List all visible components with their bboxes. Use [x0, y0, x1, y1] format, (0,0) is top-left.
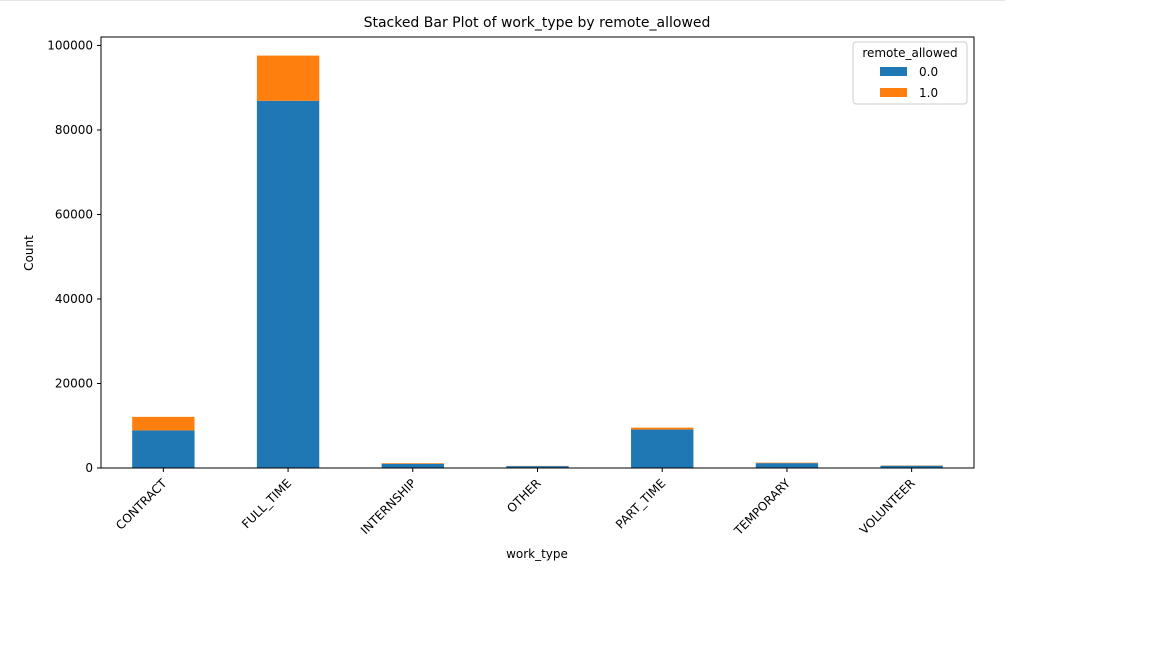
- bar-full-time-series-0: [256, 100, 320, 469]
- y-axis: 0 20000 40000 60000 80000 100000: [47, 38, 101, 475]
- y-tick-label: 80000: [55, 123, 93, 137]
- bar-contract-series-1: [132, 416, 195, 431]
- bar-part-time-series-1: [631, 427, 694, 430]
- x-axis: CONTRACT FULL_TIME INTERNSHIP OTHER PART_TIM…: [113, 468, 918, 538]
- bar-volunteer-series-0: [880, 465, 943, 468]
- y-tick-label: 0: [85, 461, 93, 475]
- y-tick-label: 40000: [55, 292, 93, 306]
- x-tick-label: INTERNSHIP: [358, 476, 419, 537]
- y-tick-label: 60000: [55, 207, 93, 221]
- x-tick-label: FULL_TIME: [239, 476, 294, 531]
- bar-internship-series-1: [381, 463, 444, 464]
- legend-entry-1: 1.0: [919, 86, 938, 100]
- y-tick-label: 20000: [55, 376, 93, 390]
- bar-full-time-series-1: [256, 55, 320, 101]
- x-tick-label: PART_TIME: [613, 476, 668, 531]
- legend: remote_allowed 0.0 1.0: [852, 41, 968, 105]
- y-tick-label: 100000: [47, 38, 93, 52]
- bars-layer: [132, 55, 943, 469]
- x-tick-label: TEMPORARY: [731, 476, 794, 539]
- x-axis-label: work_type: [506, 547, 568, 561]
- bar-part-time-series-0: [631, 429, 694, 468]
- bar-contract-series-0: [132, 430, 195, 468]
- x-tick-label: CONTRACT: [113, 476, 170, 533]
- bar-temporary-series-1: [755, 462, 819, 464]
- y-axis-label: Count: [22, 235, 36, 271]
- plot-frame: [100, 36, 975, 469]
- bar-other-series-0: [506, 466, 569, 468]
- top-divider: [0, 0, 1005, 1]
- bar-internship-series-0: [381, 463, 444, 468]
- legend-entry-0: 0.0: [919, 65, 938, 79]
- bar-temporary-series-0: [755, 463, 819, 468]
- x-tick-label: VOLUNTEER: [857, 476, 918, 537]
- legend-swatch-1: [880, 88, 907, 97]
- legend-title: remote_allowed: [862, 46, 957, 60]
- x-tick-label: OTHER: [504, 476, 543, 515]
- legend-swatch-0: [880, 67, 907, 76]
- chart-title: Stacked Bar Plot of work_type by remote_…: [364, 15, 711, 31]
